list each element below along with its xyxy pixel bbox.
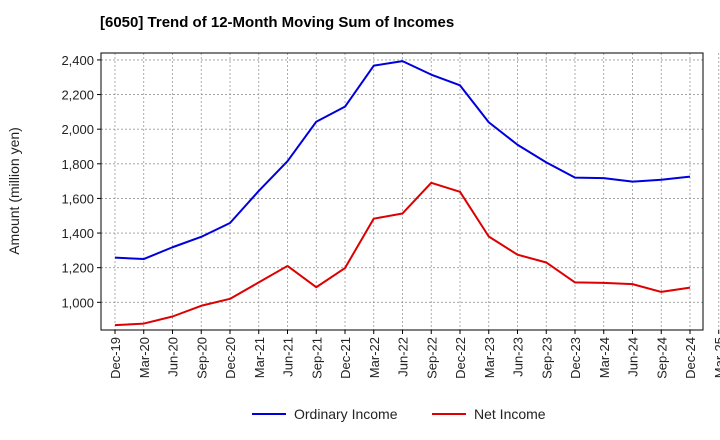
x-tick-label: Mar-21 xyxy=(252,337,267,378)
x-tick-label: Sep-23 xyxy=(539,337,554,379)
y-tick-labels: 1,000 1,200 1,400 1,600 1,800 2,000 2,200 2,400 xyxy=(61,53,101,310)
x-tick-label: Sep-21 xyxy=(309,337,324,379)
x-tick-label: Mar-25 xyxy=(712,337,720,378)
y-axis-title: Amount (million yen) xyxy=(6,127,22,255)
x-tick-label: Mar-24 xyxy=(597,337,612,378)
x-tick-label: Dec-24 xyxy=(683,337,698,379)
x-tick-label: Sep-24 xyxy=(654,337,669,379)
y-tick-label: 2,200 xyxy=(61,88,94,103)
x-tick-label: Jun-21 xyxy=(281,337,296,377)
x-tick-label: Dec-19 xyxy=(108,337,123,379)
x-tick-label: Mar-22 xyxy=(367,337,382,378)
x-tick-label: Dec-22 xyxy=(453,337,468,379)
y-tick-label: 1,400 xyxy=(61,226,94,241)
chart-title: [6050] Trend of 12-Month Moving Sum of I… xyxy=(100,14,455,31)
x-tick-label: Dec-23 xyxy=(568,337,583,379)
series-line-ordinary-income xyxy=(114,60,691,261)
y-tick-label: 1,600 xyxy=(61,191,94,206)
x-tick-label: Jun-22 xyxy=(396,337,411,377)
x-tick-label: Dec-21 xyxy=(338,337,353,379)
y-tick-label: 2,400 xyxy=(61,53,94,68)
y-tick-label: 1,000 xyxy=(61,295,94,310)
grid-layer xyxy=(101,53,720,330)
x-tick-label: Dec-20 xyxy=(223,337,238,379)
x-tick-label: Jun-23 xyxy=(511,337,526,377)
y-tick-label: 1,200 xyxy=(61,261,94,276)
x-tick-label: Mar-20 xyxy=(137,337,152,378)
legend: Ordinary Income Net Income xyxy=(252,406,546,422)
y-tick-label: 2,000 xyxy=(61,122,94,137)
series-layer xyxy=(114,60,691,327)
y-tick-label: 1,800 xyxy=(61,157,94,172)
x-tick-label: Mar-23 xyxy=(482,337,497,378)
legend-label-net-income: Net Income xyxy=(474,406,546,422)
x-tick-label: Jun-24 xyxy=(626,337,641,377)
legend-label-ordinary-income: Ordinary Income xyxy=(294,406,398,422)
x-tick-label: Jun-20 xyxy=(166,337,181,377)
x-tick-labels: Dec-19 Mar-20 Jun-20 Sep-20 Dec-20 Mar-21 Jun-… xyxy=(108,330,720,379)
series-line-net-income xyxy=(114,181,691,327)
x-tick-label: Sep-22 xyxy=(424,337,439,379)
x-tick-label: Sep-20 xyxy=(194,337,209,379)
